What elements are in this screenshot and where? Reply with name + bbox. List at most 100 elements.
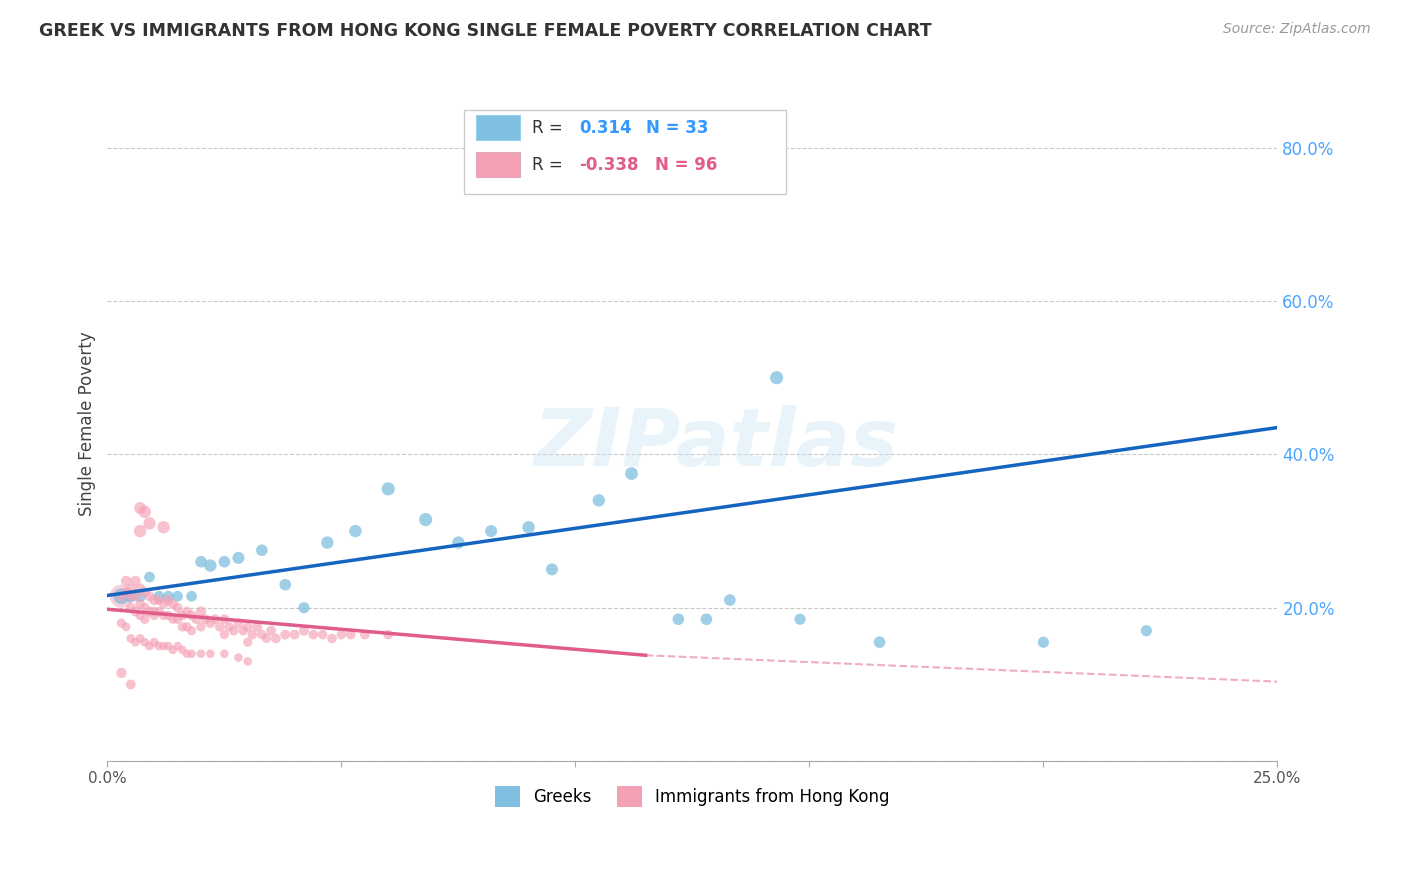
Point (172, 608, 194, 623)
Point (162, 612, 184, 626)
Point (134, 600, 156, 615)
Point (256, 632, 278, 646)
Point (157, 639, 180, 653)
Point (228, 650, 250, 665)
Point (208, 620, 231, 634)
Point (129, 597, 152, 611)
Point (148, 589, 170, 603)
Point (377, 627, 399, 641)
Point (110, 665, 132, 680)
Point (588, 493, 610, 508)
Point (311, 627, 333, 641)
Point (129, 632, 152, 646)
Text: Source: ZipAtlas.com: Source: ZipAtlas.com (1223, 22, 1371, 37)
Point (377, 482, 399, 496)
Point (718, 593, 741, 607)
Point (180, 647, 202, 661)
Point (228, 616, 250, 631)
Point (134, 585, 156, 599)
Text: R =: R = (531, 119, 562, 136)
Point (789, 612, 811, 626)
Point (541, 562, 564, 576)
Point (765, 370, 787, 384)
Point (134, 505, 156, 519)
Point (200, 558, 222, 573)
Text: N = 96: N = 96 (655, 156, 717, 174)
Point (260, 624, 283, 638)
Point (284, 627, 307, 641)
Point (143, 608, 166, 623)
Point (143, 635, 166, 649)
Point (124, 605, 146, 619)
Point (148, 605, 170, 619)
Point (194, 612, 217, 626)
Point (129, 524, 152, 538)
Point (138, 605, 160, 619)
Point (152, 520, 174, 534)
Point (620, 467, 643, 481)
Point (166, 612, 188, 626)
Point (172, 643, 194, 657)
Point (517, 520, 540, 534)
Point (162, 643, 184, 657)
Point (292, 624, 315, 638)
Point (479, 524, 502, 538)
Point (228, 550, 250, 565)
Text: GREEK VS IMMIGRANTS FROM HONG KONG SINGLE FEMALE POVERTY CORRELATION CHART: GREEK VS IMMIGRANTS FROM HONG KONG SINGL… (39, 22, 932, 40)
Point (129, 608, 152, 623)
Point (242, 627, 264, 641)
Point (222, 624, 245, 638)
Point (246, 620, 269, 634)
Point (152, 608, 174, 623)
Text: -0.338: -0.338 (579, 156, 638, 174)
Point (292, 600, 315, 615)
Point (176, 647, 198, 661)
Point (302, 627, 325, 641)
Text: 0.314: 0.314 (579, 119, 631, 136)
Point (157, 589, 180, 603)
Point (186, 612, 208, 626)
Point (176, 620, 198, 634)
Point (157, 608, 180, 623)
Point (1135, 624, 1157, 638)
Point (115, 585, 138, 599)
Point (321, 632, 343, 646)
Legend: Greeks, Immigrants from Hong Kong: Greeks, Immigrants from Hong Kong (488, 780, 897, 814)
Point (152, 597, 174, 611)
Point (250, 627, 273, 641)
Point (162, 597, 184, 611)
Point (190, 620, 212, 634)
Text: R =: R = (531, 156, 562, 174)
FancyBboxPatch shape (477, 115, 520, 140)
Point (138, 516, 160, 531)
Point (200, 647, 222, 661)
Point (344, 524, 367, 538)
FancyBboxPatch shape (464, 110, 786, 194)
Point (138, 570, 160, 584)
Point (138, 639, 160, 653)
Point (129, 589, 152, 603)
FancyBboxPatch shape (477, 152, 520, 178)
Point (180, 608, 202, 623)
Point (190, 647, 212, 661)
Point (666, 612, 689, 626)
Point (214, 627, 236, 641)
Point (1032, 635, 1054, 649)
Point (316, 535, 339, 549)
Point (148, 593, 170, 607)
Point (138, 589, 160, 603)
Point (200, 616, 222, 631)
Point (110, 589, 132, 603)
Point (115, 620, 138, 634)
Point (250, 543, 273, 558)
Point (166, 600, 188, 615)
Point (447, 535, 470, 549)
Point (124, 589, 146, 603)
Point (124, 574, 146, 588)
Point (120, 632, 142, 646)
Point (236, 635, 259, 649)
Point (129, 501, 152, 516)
Point (157, 593, 180, 607)
Point (120, 589, 142, 603)
Point (214, 647, 236, 661)
